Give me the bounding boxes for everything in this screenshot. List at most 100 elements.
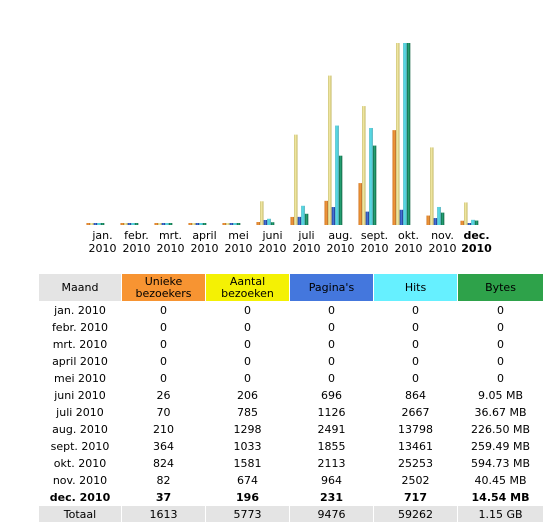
- x-tick-month: dec.: [463, 229, 489, 242]
- monthly-history-chart: jan.2010febr.2010mrt.2010april2010mei201…: [86, 43, 493, 255]
- x-tick-year: 2010: [89, 242, 117, 255]
- chart-month-labels: jan.2010febr.2010mrt.2010april2010mei201…: [89, 229, 493, 255]
- cell-bytes: 259.49 MB: [470, 439, 531, 453]
- cell-bytes: 0: [497, 320, 504, 334]
- table-total-row: Totaal 1613 5773 9476 59262 1.15 GB: [39, 506, 543, 522]
- cell-bytes: 0: [497, 303, 504, 317]
- cell-visits: 1033: [233, 439, 262, 453]
- table-row: dec. 2010 37 196 231 717 14.54 MB: [39, 489, 543, 505]
- bar-pages: [365, 211, 370, 225]
- cell-visitors: 0: [160, 303, 167, 317]
- table-row: sept. 2010 364 1033 1855 13461 259.49 MB: [39, 438, 543, 454]
- bar-hits: [403, 43, 407, 225]
- cell-month: nov. 2010: [52, 473, 108, 487]
- bar-pages: [161, 223, 166, 225]
- cell-visitors: 0: [160, 320, 167, 334]
- header-month: Maand: [39, 274, 121, 301]
- cell-month: jan. 2010: [54, 303, 106, 317]
- chart-bars: [86, 43, 479, 225]
- bar-pages: [399, 209, 404, 225]
- table-row: juni 2010 26 206 696 864 9.05 MB: [39, 387, 543, 403]
- bar-visits: [464, 202, 468, 225]
- bar-bytes_mb: [270, 222, 275, 225]
- cell-hits: 717: [404, 490, 427, 504]
- x-tick-month: juli: [297, 229, 314, 242]
- bar-hits: [335, 125, 339, 225]
- bar-pages: [433, 218, 438, 225]
- cell-pages: 0: [328, 320, 335, 334]
- cell-hits: 2667: [401, 405, 430, 419]
- cell-hits: 13461: [398, 439, 433, 453]
- bar-visitors: [222, 223, 226, 225]
- cell-hits: 0: [412, 337, 419, 351]
- bar-visits: [294, 134, 298, 225]
- monthly-stats-table: Maand Unieke bezoekers Aantal bezoeken P…: [38, 273, 544, 523]
- x-tick-year: 2010: [429, 242, 457, 255]
- cell-pages: 231: [320, 490, 343, 504]
- cell-visits: 1581: [233, 456, 262, 470]
- bar-visits: [90, 223, 94, 225]
- cell-hits: 0: [412, 320, 419, 334]
- cell-hits: 13798: [398, 422, 433, 436]
- cell-pages: 0: [328, 371, 335, 385]
- x-tick-year: 2010: [327, 242, 355, 255]
- table-row: nov. 2010 82 674 964 2502 40.45 MB: [39, 472, 543, 488]
- cell-visitors: 37: [155, 490, 172, 504]
- bar-visits: [124, 223, 128, 225]
- bar-pages: [263, 219, 268, 225]
- bar-hits: [233, 223, 237, 225]
- cell-bytes: 0: [497, 371, 504, 385]
- bar-bytes_mb: [372, 145, 377, 225]
- cell-month: febr. 2010: [51, 320, 109, 334]
- x-tick-month: april: [192, 229, 216, 242]
- bar-bytes_mb: [304, 213, 309, 225]
- bar-visitors: [426, 215, 430, 225]
- cell-month: juni 2010: [54, 388, 106, 402]
- x-tick-year: 2010: [157, 242, 185, 255]
- total-bytes: 1.15 GB: [458, 506, 543, 522]
- x-tick-year: 2010: [293, 242, 321, 255]
- cell-bytes: 14.54 MB: [471, 490, 530, 504]
- bar-pages: [467, 223, 472, 225]
- cell-bytes: 226.50 MB: [470, 422, 531, 436]
- cell-visits: 206: [237, 388, 258, 402]
- bar-visits: [192, 223, 196, 225]
- cell-visits: 0: [244, 337, 251, 351]
- cell-month: sept. 2010: [50, 439, 110, 453]
- cell-visitors: 824: [153, 456, 174, 470]
- x-tick-year: 2010: [461, 242, 492, 255]
- bar-visits: [396, 43, 400, 225]
- bar-hits: [471, 219, 475, 225]
- cell-pages: 1126: [317, 405, 346, 419]
- bar-bytes_mb: [236, 223, 241, 225]
- table-row: jan. 2010 0 0 0 0 0: [39, 302, 543, 318]
- cell-visits: 674: [237, 473, 258, 487]
- total-hits: 59262: [374, 506, 457, 522]
- x-tick-year: 2010: [123, 242, 151, 255]
- bar-hits: [437, 206, 441, 225]
- x-tick-month: sept.: [361, 229, 388, 242]
- x-tick-year: 2010: [361, 242, 389, 255]
- bar-bytes_mb: [100, 223, 105, 225]
- x-tick-month: mei: [228, 229, 249, 242]
- cell-month: mrt. 2010: [52, 337, 108, 351]
- cell-bytes: 0: [497, 354, 504, 368]
- bar-visitors: [86, 223, 90, 225]
- bar-visitors: [256, 222, 260, 225]
- cell-visits: 196: [236, 490, 259, 504]
- table-row: aug. 2010 210 1298 2491 13798 226.50 MB: [39, 421, 543, 437]
- bar-visitors: [290, 216, 294, 225]
- cell-month: okt. 2010: [53, 456, 107, 470]
- cell-pages: 696: [321, 388, 342, 402]
- bar-hits: [97, 223, 101, 225]
- bar-visits: [158, 223, 162, 225]
- bar-visitors: [460, 220, 464, 225]
- cell-bytes: 594.73 MB: [470, 456, 531, 470]
- bar-visitors: [154, 223, 158, 225]
- total-visits: 5773: [206, 506, 289, 522]
- cell-pages: 0: [328, 337, 335, 351]
- bar-pages: [297, 216, 302, 225]
- bar-hits: [131, 223, 135, 225]
- cell-visits: 785: [237, 405, 258, 419]
- x-tick-year: 2010: [225, 242, 253, 255]
